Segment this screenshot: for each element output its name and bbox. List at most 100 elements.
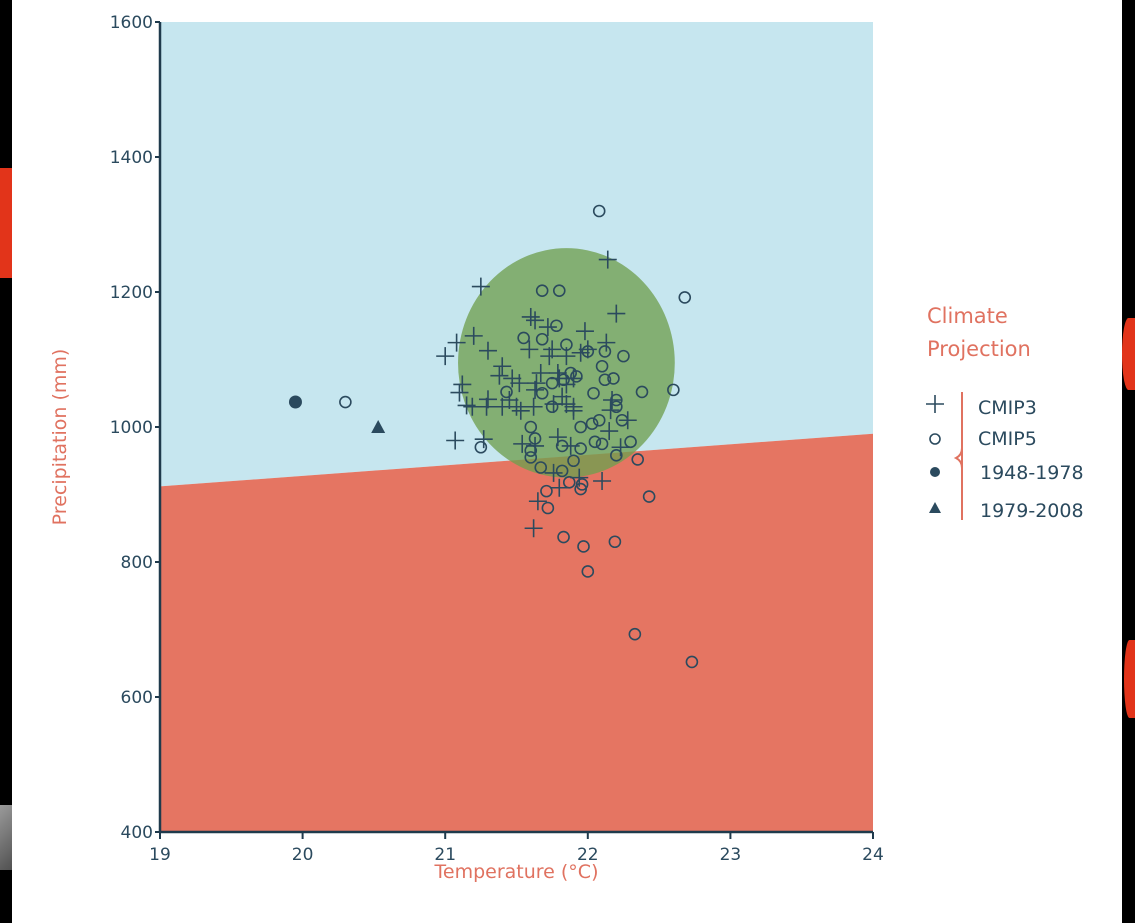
point-cmip3-23 [453,375,472,394]
point-cmip5-57 [339,395,352,409]
point-1948-1978-0 [288,395,302,409]
y-tick-label-400: 400 [121,823,153,843]
point-cmip5-43 [534,461,548,474]
point-cmip5-40 [610,449,623,462]
x-tick-label-23: 23 [720,845,742,865]
point-cmip3-39 [477,397,496,416]
point-cmip3-0 [471,277,490,296]
point-cmip3-10 [478,341,497,360]
legend-filled-triangle-icon [929,502,941,513]
point-cmip5-31 [474,440,488,454]
point-cmip3-59 [550,478,569,497]
point-cmip5-36 [595,437,609,451]
point-cmip3-61 [524,519,543,538]
climate-regions [160,22,873,832]
point-cmip3-17 [571,343,590,362]
point-cmip5-9 [598,345,612,358]
point-cmip5-7 [560,338,573,351]
point-cmip5-42 [631,453,645,466]
legend-filled-circle-icon [930,467,940,477]
y-tick-label-1200: 1200 [110,283,153,303]
data-points [288,204,699,669]
point-cmip3-58 [593,472,612,490]
point-cmip3-4 [607,304,626,323]
point-cmip5-53 [608,535,622,549]
point-cmip5-44 [555,464,569,478]
point-cmip3-41 [507,397,526,416]
point-cmip3-6 [575,322,594,341]
point-cmip5-20 [545,376,559,390]
point-cmip5-32 [528,432,542,445]
legend-title-line-1: Climate [927,304,1008,328]
point-cmip5-15 [557,373,570,387]
point-cmip5-3 [552,284,566,297]
dry-region [160,433,873,832]
point-cmip5-2 [535,284,549,297]
point-cmip3-8 [597,333,616,352]
point-cmip5-14 [607,372,620,385]
point-cmip5-41 [567,454,580,468]
point-cmip3-22 [490,366,509,385]
point-cmip5-49 [541,501,555,515]
point-cmip3-1 [598,250,617,269]
legend-label-cmip3: CMIP3 [978,397,1037,419]
point-cmip5-37 [555,439,569,453]
y-tick-label-1400: 1400 [110,148,153,168]
x-tick-label-24: 24 [862,845,884,865]
y-tick-label-1600: 1600 [110,13,153,33]
point-cmip5-11 [595,359,609,373]
y-tick-label-1000: 1000 [110,418,153,438]
point-cmip5-26 [592,413,606,427]
point-cmip3-18 [493,357,512,376]
point-cmip3-14 [436,347,455,366]
point-cmip5-39 [524,451,538,464]
legend-title-line-2: Projection [927,337,1031,361]
legend-label-cmip5: CMIP5 [978,428,1037,450]
point-cmip3-24 [510,374,529,393]
point-cmip3-27 [503,369,522,388]
point-cmip3-42 [524,397,543,416]
point-cmip3-12 [520,340,539,359]
point-cmip3-46 [511,401,530,420]
point-cmip5-6 [517,331,530,345]
point-cmip3-5 [538,318,557,337]
point-cmip5-54 [581,565,595,578]
point-cmip5-8 [581,345,595,358]
point-cmip5-12 [598,373,612,387]
point-cmip5-48 [574,482,587,496]
point-cmip5-29 [574,420,587,434]
legend-symbols [926,395,944,513]
point-cmip5-33 [524,444,538,457]
point-cmip3-30 [478,390,497,409]
point-cmip5-18 [635,385,649,399]
x-tick-label-19: 19 [149,845,171,865]
point-cmip5-23 [500,385,513,399]
point-cmip3-3 [526,311,545,330]
point-cmip5-56 [685,655,699,669]
point-cmip5-17 [610,393,623,407]
point-cmip5-1 [678,291,692,304]
point-cmip5-52 [577,540,590,553]
x-tick-label-21: 21 [434,845,456,865]
legend-open-circle-icon [929,433,941,445]
point-cmip3-9 [447,333,466,352]
point-cmip3-19 [531,364,550,382]
tick-labels: 400 600 800 1000 1200 1400 1600 19 20 21 22 23 24 [110,13,884,865]
point-cmip3-51 [513,434,532,453]
point-cmip3-50 [474,430,493,449]
point-cmip5-38 [574,442,587,455]
point-cmip5-30 [585,417,599,430]
axes [155,21,874,839]
point-cmip3-33 [603,391,622,409]
point-cmip5-5 [535,332,549,346]
point-cmip5-46 [562,476,576,489]
point-cmip5-16 [564,366,577,380]
legend: Climate Projection CMIP3 CMIP5 1948-1978… [926,304,1084,522]
point-cmip3-49 [446,431,465,450]
legend-label-1948-1978: 1948-1978 [980,462,1084,484]
point-cmip5-35 [624,435,637,449]
legend-plus-icon [926,395,944,413]
point-cmip5-34 [588,435,602,449]
